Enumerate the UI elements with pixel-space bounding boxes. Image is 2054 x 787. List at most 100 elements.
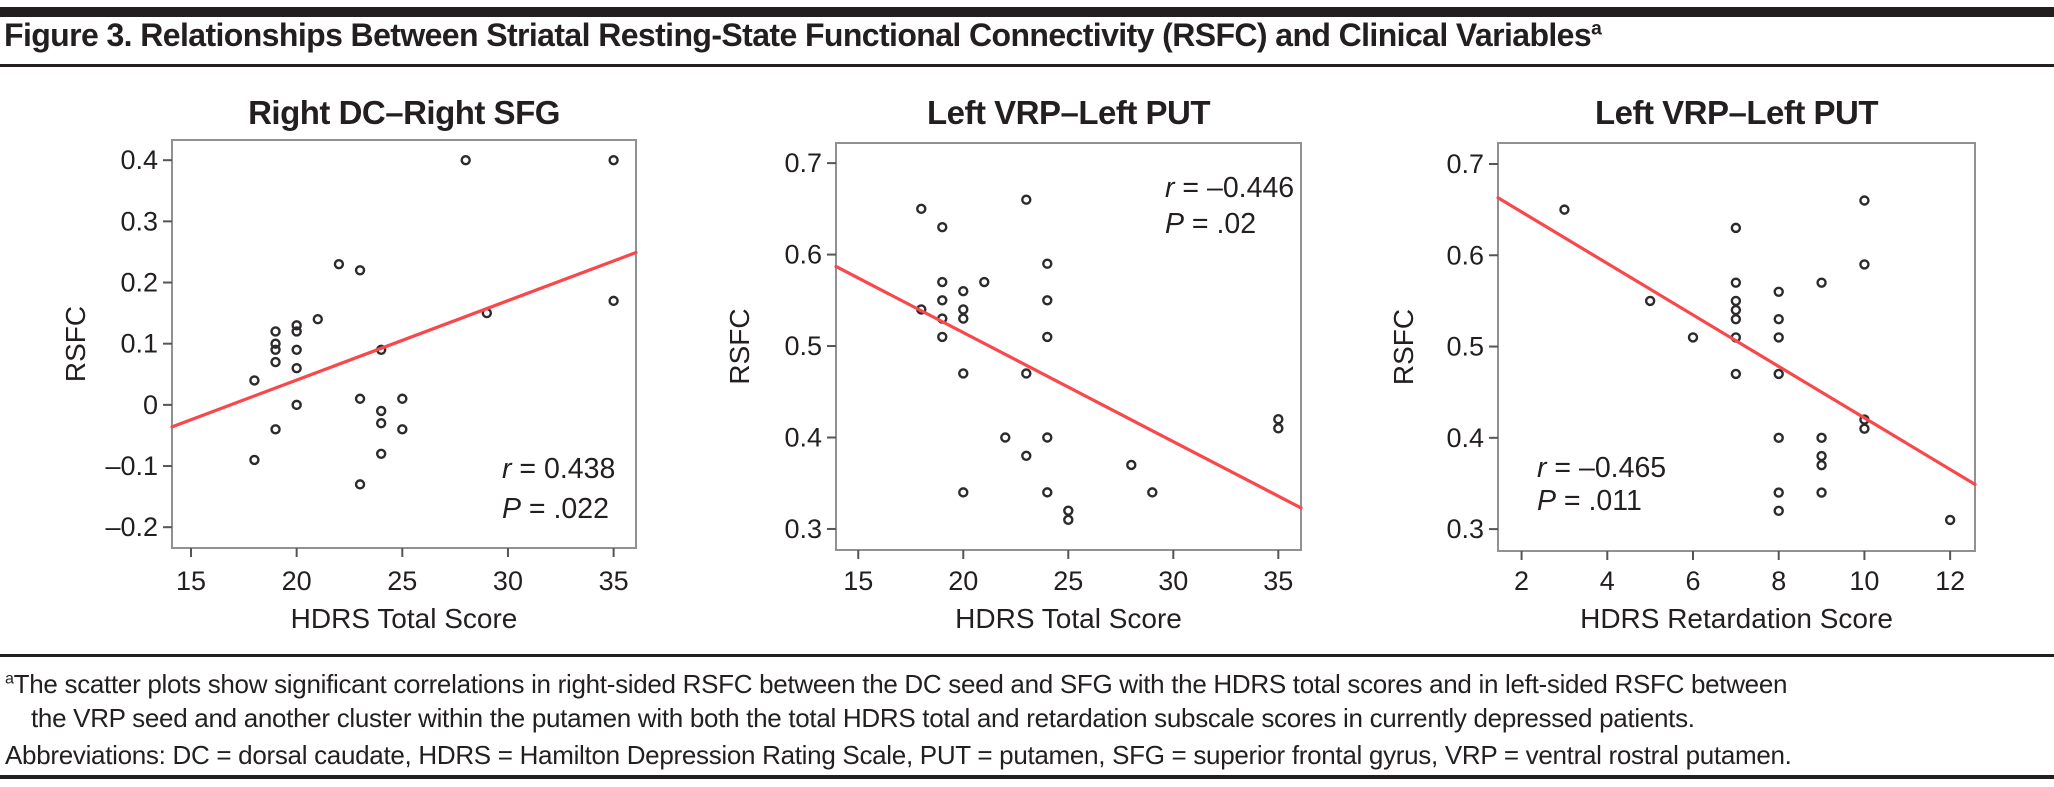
- data-point: [1773, 505, 1784, 517]
- data-point: [249, 375, 260, 386]
- footnote-line-1: aThe scatter plots show significant corr…: [5, 669, 2049, 700]
- data-point: [375, 418, 387, 429]
- annotation-r: r = 0.438: [502, 453, 615, 485]
- data-point: [1816, 487, 1827, 498]
- data-point: [1273, 423, 1284, 434]
- data-point: [1042, 295, 1053, 306]
- regression-line: [170, 250, 638, 429]
- footnote-line-2-text: the VRP seed and another cluster within …: [31, 703, 1695, 733]
- x-tick-label: 35: [599, 566, 629, 596]
- data-point: [1730, 295, 1742, 307]
- data-point: [354, 479, 366, 490]
- y-tick-label: 0.3: [1446, 514, 1484, 544]
- data-point: [1021, 194, 1032, 205]
- y-tick-label: 0.6: [784, 240, 822, 270]
- x-tick-label: 4: [1600, 566, 1615, 596]
- data-point: [1126, 459, 1137, 471]
- data-point: [1773, 332, 1784, 343]
- data-point: [291, 362, 302, 374]
- regression-line: [834, 264, 1303, 510]
- data-point: [958, 487, 969, 498]
- y-tick-label: 0.4: [120, 145, 158, 175]
- x-axis-label: HDRS Retardation Score: [1580, 603, 1893, 634]
- data-point: [1063, 514, 1074, 526]
- data-point: [1816, 432, 1827, 444]
- footnote-line-2: the VRP seed and another cluster within …: [5, 703, 2054, 734]
- data-point: [1944, 514, 1956, 526]
- plot-title: Left VRP–Left PUT: [927, 94, 1210, 131]
- data-point: [1773, 487, 1784, 498]
- regression-line: [1496, 196, 1977, 486]
- data-point: [1773, 432, 1784, 444]
- data-point: [1816, 277, 1827, 288]
- y-tick-label: 0.7: [1446, 149, 1484, 179]
- data-point: [397, 393, 408, 404]
- x-tick-label: 10: [1849, 566, 1879, 596]
- data-point: [1730, 222, 1742, 234]
- data-point: [608, 295, 619, 307]
- data-point: [270, 344, 281, 356]
- data-point: [1021, 450, 1032, 461]
- data-point: [1730, 304, 1742, 316]
- x-tick-label: 12: [1935, 566, 1965, 596]
- data-point: [291, 344, 302, 356]
- annotation-p: P = .011: [1537, 485, 1642, 517]
- x-tick-label: 30: [1158, 566, 1188, 596]
- y-tick-label: 0.3: [120, 206, 158, 236]
- data-point: [375, 448, 387, 459]
- x-tick-label: 15: [843, 566, 873, 596]
- data-point: [270, 356, 281, 368]
- annotation-r: r = –0.465: [1537, 452, 1666, 484]
- x-tick-label: 20: [948, 566, 978, 596]
- bottom-rule: [0, 775, 2054, 779]
- data-point: [354, 393, 366, 404]
- footnote-abbreviations-text: Abbreviations: DC = dorsal caudate, HDRS…: [5, 740, 1792, 770]
- data-point: [1644, 295, 1656, 307]
- data-point: [1730, 368, 1742, 380]
- figure-title-text: Figure 3. Relationships Between Striatal…: [4, 17, 1592, 53]
- data-point: [937, 331, 948, 343]
- data-point: [375, 405, 387, 417]
- data-point: [916, 203, 927, 215]
- data-point: [1042, 258, 1053, 269]
- data-point: [1687, 332, 1699, 343]
- data-point: [291, 320, 302, 331]
- x-tick-label: 8: [1771, 566, 1786, 596]
- scatter-plot-3: 2 4 6 8 10 12 0.7 0.6 0.5 0.4 0.3 Left VRP–Left PUT…: [1388, 94, 1977, 634]
- y-axis-label: RSFC: [724, 308, 755, 384]
- data-point: [1042, 487, 1053, 498]
- data-point: [249, 454, 260, 466]
- data-point: [937, 295, 948, 306]
- data-point: [1063, 505, 1074, 516]
- x-axis-label: HDRS Total Score: [291, 603, 518, 634]
- x-tick-label: 35: [1263, 566, 1293, 596]
- x-tick-label: 30: [493, 566, 523, 596]
- annotation-r: r = –0.446: [1165, 172, 1294, 204]
- data-point: [291, 326, 302, 337]
- y-axis-label: RSFC: [1388, 309, 1419, 385]
- footnote-divider-rule: [0, 654, 2054, 657]
- data-point: [291, 399, 302, 411]
- data-point: [1859, 259, 1870, 270]
- top-rule: [0, 7, 2054, 17]
- data-point: [354, 265, 366, 276]
- y-tick-label: 0.5: [784, 331, 822, 361]
- x-tick-label: 20: [282, 566, 312, 596]
- data-point: [270, 326, 281, 337]
- data-point: [1816, 450, 1827, 462]
- x-tick-label: 15: [176, 566, 206, 596]
- y-tick-label: –0.1: [105, 451, 158, 481]
- annotation-p: P = .022: [502, 493, 609, 525]
- title-divider-rule: [0, 64, 2054, 67]
- annotation-p: P = .02: [1165, 208, 1256, 240]
- data-point: [958, 313, 969, 324]
- y-tick-label: 0: [143, 390, 158, 420]
- data-point: [1773, 286, 1784, 297]
- y-tick-label: 0.4: [784, 423, 822, 453]
- y-tick-label: 0.1: [120, 329, 158, 359]
- data-point: [1773, 313, 1784, 325]
- data-point: [1859, 423, 1870, 434]
- data-point: [979, 276, 990, 288]
